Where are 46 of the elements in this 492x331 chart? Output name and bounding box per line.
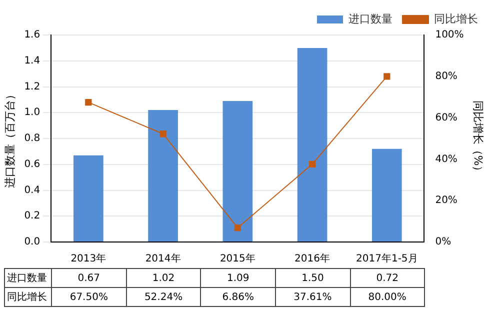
text: 进口数量 (7, 273, 47, 284)
y-tick-label: 1.4 (24, 55, 40, 66)
y-tick-label: 1.6 (24, 30, 40, 41)
y-tick-label: 1.0 (24, 107, 40, 118)
x-tick-label: 2014年 (145, 252, 181, 265)
x-tick-label: 2017年1-5月 (356, 252, 418, 265)
bar (297, 48, 328, 242)
data-label: 1.09 (200, 268, 276, 288)
y2-tick-label: 20% (435, 195, 458, 206)
data-label: 52.24% (126, 288, 201, 306)
data-label: 80.00% (350, 288, 425, 306)
y-tick-label: 0.0 (24, 236, 40, 248)
point (234, 224, 241, 232)
data-label: 0.67 (52, 268, 126, 288)
y2-tick-label: 40% (435, 154, 458, 165)
text: 同比增长 (7, 292, 47, 303)
point (308, 160, 316, 168)
bar (222, 100, 253, 242)
y-tick-label: 0.4 (24, 184, 40, 196)
point (384, 73, 390, 80)
y2-tick-label: 60% (435, 112, 458, 124)
x-tick-label: 2015年 (220, 252, 256, 265)
x-tick-label: 2016年 (294, 252, 330, 265)
data-label: 6.86% (200, 288, 276, 306)
y2-tick-label: 0% (435, 236, 452, 248)
bar (73, 155, 104, 242)
x-tick-label: 2013年 (70, 252, 106, 265)
y-axis-title: 进口数量（百万台） (3, 89, 16, 188)
y2-tick-label: 100% (435, 30, 464, 41)
point (85, 98, 92, 106)
legend-label: 进口数量 (348, 12, 392, 26)
y-tick-label: 0.6 (24, 158, 40, 170)
bar (148, 110, 178, 242)
data-label: 1.50 (275, 268, 350, 288)
data-label: 37.61% (275, 288, 350, 306)
y-tick-label: 0.8 (24, 133, 40, 144)
data-label: 67.50% (52, 288, 126, 306)
point (160, 130, 166, 138)
y-tick-label: 0.2 (24, 210, 40, 222)
bar (372, 148, 402, 242)
data-label: 0.72 (350, 268, 425, 288)
data-label: 1.02 (126, 268, 201, 288)
y-tick-label: 1.2 (24, 81, 40, 92)
y2-tick-label: 80% (435, 70, 458, 82)
y2-axis-title: 同比增长（%） (472, 100, 485, 177)
legend-label: 同比增长 (434, 12, 478, 26)
